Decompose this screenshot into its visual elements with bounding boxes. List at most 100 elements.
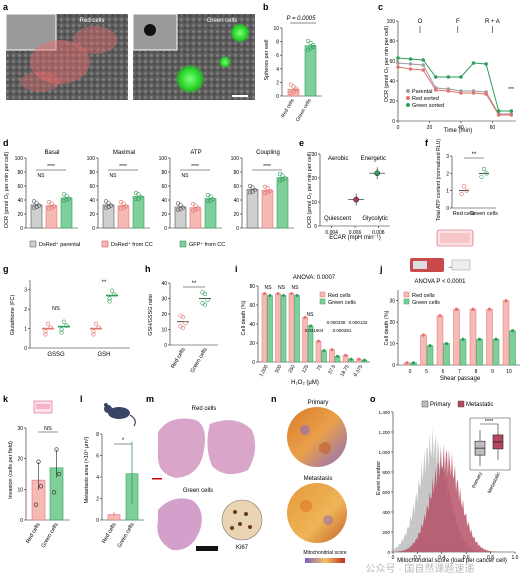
data-point: [51, 490, 57, 495]
subplot-title: ATP: [190, 150, 201, 156]
data-point: [43, 329, 48, 334]
data-point: [43, 332, 48, 337]
data-point: [408, 57, 413, 61]
data-point: [484, 62, 488, 66]
legend-label: Green cells: [412, 300, 440, 306]
data-point: [464, 188, 469, 193]
data-point: [479, 174, 484, 179]
quadrant-label: Aerobic: [328, 156, 348, 162]
data-point: [175, 207, 181, 212]
data-point: [477, 337, 482, 341]
tick-label: 10: [273, 26, 279, 32]
data-point: [291, 84, 296, 89]
legend-label: GFP⁺ from CC: [189, 241, 225, 248]
ki67-inset: [221, 499, 263, 541]
tick-label: 8: [96, 432, 99, 438]
tick-label: 60: [233, 184, 239, 190]
data-point: [190, 208, 196, 213]
data-point: [183, 321, 188, 326]
panel-l: l Metastasis area (×10⁴ μm²) 0 2 4 6 8 Red ce…: [80, 394, 144, 549]
tick-label: 0.008: [372, 230, 385, 236]
lung-section-green: [157, 498, 218, 551]
category-label: Red cells: [280, 98, 296, 119]
legend-marker: [406, 103, 410, 107]
data-point: [444, 341, 449, 346]
data-point: [305, 38, 311, 44]
scatter-plot-e: 0 10 20 30 0.004 0.006 0.008 Aerobic Energetic Qu…: [311, 152, 390, 236]
tick-label: 1: [446, 189, 449, 195]
data-point: [421, 333, 426, 337]
tick-label: 3: [446, 154, 449, 160]
data-point: [109, 288, 115, 293]
panel-letter: j: [379, 264, 383, 274]
tick-label: 80: [17, 170, 23, 176]
data-point: [133, 190, 139, 196]
ns-label: NS: [307, 312, 315, 318]
data-point: [330, 348, 334, 352]
tick-label: 60: [89, 184, 95, 190]
panel-i: i ANOVA: 0.0007 Cell death (%) H₂O₂ (μM)…: [235, 264, 370, 386]
axis-label-x: Mitochondrial score (load per cancer cel…: [397, 558, 507, 564]
tick-label: 20: [161, 312, 167, 318]
quadrant-label: Glycolytic: [362, 216, 388, 222]
bar-plot-g: 0 1 2 3 GSSG GSH NS **: [24, 280, 130, 358]
bar: [246, 189, 259, 229]
tick-label: 3: [24, 288, 27, 294]
data-point: [91, 332, 96, 337]
tick-label: 0: [446, 206, 449, 212]
lung-section-red: [150, 412, 262, 484]
panel-k: k Invasion (cells per field) 0 10 20 30 Red …: [3, 394, 70, 549]
category-label: Red cells: [101, 522, 118, 545]
data-point: [277, 172, 283, 177]
data-point: [509, 113, 514, 117]
axis-label-y: Event number: [376, 461, 382, 495]
tick-label: 0: [236, 226, 239, 232]
tick-label: 40: [458, 125, 464, 131]
tick-label: 20: [389, 99, 395, 105]
data-point: [263, 292, 266, 296]
axis-label-y: Cell death (%): [241, 300, 247, 335]
significance-label: ****: [263, 164, 271, 170]
tick-label: 80: [161, 170, 167, 176]
data-point: [91, 329, 96, 334]
data-point: [247, 190, 253, 195]
panel-letter: n: [271, 394, 277, 404]
panel-letter: a: [3, 2, 9, 12]
data-point: [428, 344, 432, 348]
category-label: Primary: [471, 471, 484, 490]
bar: [459, 339, 467, 366]
bar: [287, 88, 300, 97]
anova-label: ANOVA P < 0.0001: [415, 279, 467, 285]
legend-label: DsRed⁺ parental: [39, 241, 80, 248]
data-point: [202, 302, 208, 307]
tick-label: 60: [389, 59, 395, 65]
data-point: [471, 61, 476, 65]
panel-j: j → ANOVA P < 0.0001 Cell death (%) Shea…: [379, 258, 520, 382]
tick-label: 20: [427, 125, 433, 131]
significance-label: **: [472, 152, 477, 158]
data-point: [310, 42, 316, 48]
tick-label: 2: [24, 307, 27, 313]
bar: [302, 317, 308, 363]
data-point: [59, 330, 64, 335]
tick-label: 0: [96, 518, 99, 524]
tick-label: 10: [161, 328, 167, 334]
data-point: [118, 206, 124, 211]
data-point: [64, 197, 69, 203]
panel-m: m Red cells Green cells Ki67: [146, 394, 263, 551]
data-point: [46, 200, 52, 205]
tick-label: 40: [17, 198, 23, 204]
category-label: 7: [458, 369, 461, 375]
data-point: [408, 67, 413, 71]
histology-label: Red cells: [192, 406, 217, 412]
line-plot-c: 0 20 40 60 80 100 0 20 40 60 O F R + A *** ParentalRed…: [387, 19, 516, 131]
tick-label: 30: [311, 152, 317, 158]
data-point: [308, 46, 313, 51]
bar: [261, 293, 268, 363]
bar: [275, 293, 281, 363]
axis-label-y: Glutathione (FC): [10, 295, 16, 336]
histology-label: Primary: [308, 400, 329, 406]
bar: [329, 349, 335, 363]
data-point: [295, 294, 299, 297]
